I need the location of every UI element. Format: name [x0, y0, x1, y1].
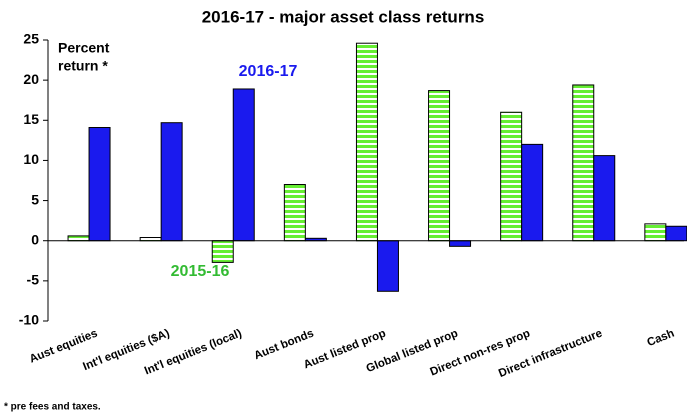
footnote: * pre fees and taxes.: [4, 402, 101, 413]
bar: [500, 111, 523, 242]
y-label: return *: [58, 58, 108, 74]
bar: [283, 184, 306, 242]
x-tick-label: Aust bonds: [252, 327, 315, 362]
bar: [232, 88, 255, 242]
bar: [160, 122, 183, 242]
bar: [572, 84, 595, 242]
y-tick-label: 5: [31, 191, 39, 207]
y-tick-label: 10: [23, 151, 39, 167]
y-tick-label: -5: [27, 272, 40, 288]
bar: [593, 155, 616, 242]
y-tick-label: 25: [23, 31, 39, 47]
bar: [376, 240, 399, 292]
y-tick-label: 0: [31, 231, 39, 247]
bar: [521, 143, 544, 242]
y-tick-label: -10: [19, 312, 39, 328]
x-tick-label: Cash: [646, 327, 677, 349]
bar: [428, 90, 451, 242]
bar: [67, 235, 90, 242]
bar: [644, 223, 667, 242]
series-label: 2016-17: [239, 63, 298, 80]
bar: [665, 225, 687, 242]
series-label: 2015-16: [171, 263, 230, 280]
y-tick-label: 20: [23, 71, 39, 87]
bar: [355, 42, 378, 242]
chart-title: 2016-17 - major asset class returns: [202, 7, 485, 26]
y-tick-label: 15: [23, 111, 39, 127]
y-label: Percent: [58, 40, 110, 56]
bar: [88, 127, 111, 242]
bar: [449, 240, 472, 247]
bar: [211, 240, 234, 263]
